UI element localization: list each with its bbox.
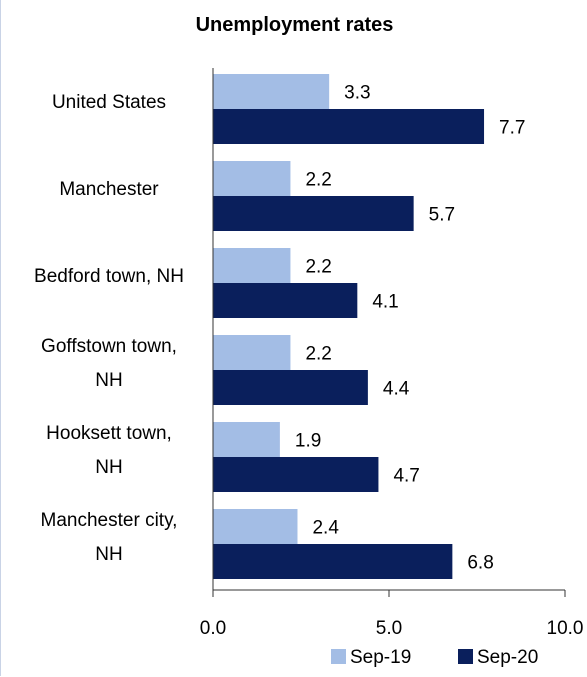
- bar-sep-19-4: [213, 422, 280, 457]
- legend-swatch-sep-19: [331, 649, 346, 664]
- bar-sep-20-5: [213, 544, 453, 579]
- value-label-sep-20-0: 7.7: [499, 118, 525, 139]
- value-label-sep-20-2: 4.1: [372, 292, 398, 313]
- category-label-5-line-1: NH: [95, 544, 122, 565]
- value-label-sep-20-3: 4.4: [383, 379, 410, 400]
- category-label-4-line-0: Hooksett town,: [46, 423, 172, 444]
- category-label-4-line-1: NH: [95, 457, 122, 478]
- value-label-sep-20-4: 4.7: [393, 466, 419, 487]
- bar-sep-19-3: [213, 335, 291, 370]
- legend-swatch-sep-20: [458, 649, 473, 664]
- x-tick-label-1: 5.0: [376, 618, 402, 639]
- bar-sep-20-3: [213, 370, 368, 405]
- bar-sep-20-0: [213, 109, 485, 144]
- value-label-sep-20-1: 5.7: [429, 205, 455, 226]
- bar-sep-19-2: [213, 248, 291, 283]
- x-tick-label-2: 10.0: [547, 618, 584, 639]
- value-label-sep-19-5: 2.4: [312, 518, 339, 539]
- legend-label-sep-19: Sep-19: [350, 647, 411, 668]
- legend-label-sep-20: Sep-20: [477, 647, 538, 668]
- value-label-sep-19-2: 2.2: [305, 257, 331, 278]
- category-label-0: United States: [52, 92, 166, 113]
- category-label-5-line-0: Manchester city,: [41, 510, 178, 531]
- value-label-sep-19-1: 2.2: [305, 170, 331, 191]
- category-label-3-line-0: Goffstown town,: [41, 336, 177, 357]
- bar-sep-19-1: [213, 161, 291, 196]
- value-label-sep-19-3: 2.2: [305, 344, 331, 365]
- bar-sep-19-0: [213, 74, 330, 109]
- value-label-sep-19-4: 1.9: [295, 431, 321, 452]
- category-label-2: Bedford town, NH: [34, 266, 184, 287]
- bar-sep-20-1: [213, 196, 414, 231]
- bar-sep-19-5: [213, 509, 298, 544]
- category-label-3-line-1: NH: [95, 370, 122, 391]
- category-label-1: Manchester: [59, 179, 159, 200]
- x-tick-label-0: 0.0: [200, 618, 226, 639]
- chart-title: Unemployment rates: [195, 14, 394, 36]
- bar-sep-20-2: [213, 283, 358, 318]
- value-label-sep-19-0: 3.3: [344, 83, 370, 104]
- value-label-sep-20-5: 6.8: [467, 553, 493, 574]
- bar-sep-20-4: [213, 457, 379, 492]
